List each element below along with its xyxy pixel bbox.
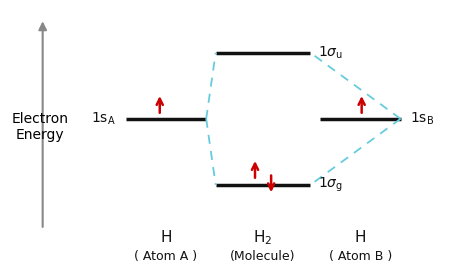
Text: ( Atom B ): ( Atom B ) bbox=[328, 249, 392, 263]
Text: 1$\sigma_\mathregular{u}$: 1$\sigma_\mathregular{u}$ bbox=[318, 45, 343, 61]
Text: Electron
Energy: Electron Energy bbox=[12, 112, 69, 142]
Text: 1s$_\mathregular{A}$: 1s$_\mathregular{A}$ bbox=[91, 111, 116, 127]
Text: H: H bbox=[355, 230, 366, 245]
Text: 1$\sigma_\mathregular{g}$: 1$\sigma_\mathregular{g}$ bbox=[318, 176, 343, 194]
Text: (Molecule): (Molecule) bbox=[230, 249, 296, 263]
Text: ( Atom A ): ( Atom A ) bbox=[134, 249, 198, 263]
Text: H$_2$: H$_2$ bbox=[254, 228, 273, 247]
Text: 1s$_\mathregular{B}$: 1s$_\mathregular{B}$ bbox=[410, 111, 434, 127]
Text: H: H bbox=[160, 230, 172, 245]
